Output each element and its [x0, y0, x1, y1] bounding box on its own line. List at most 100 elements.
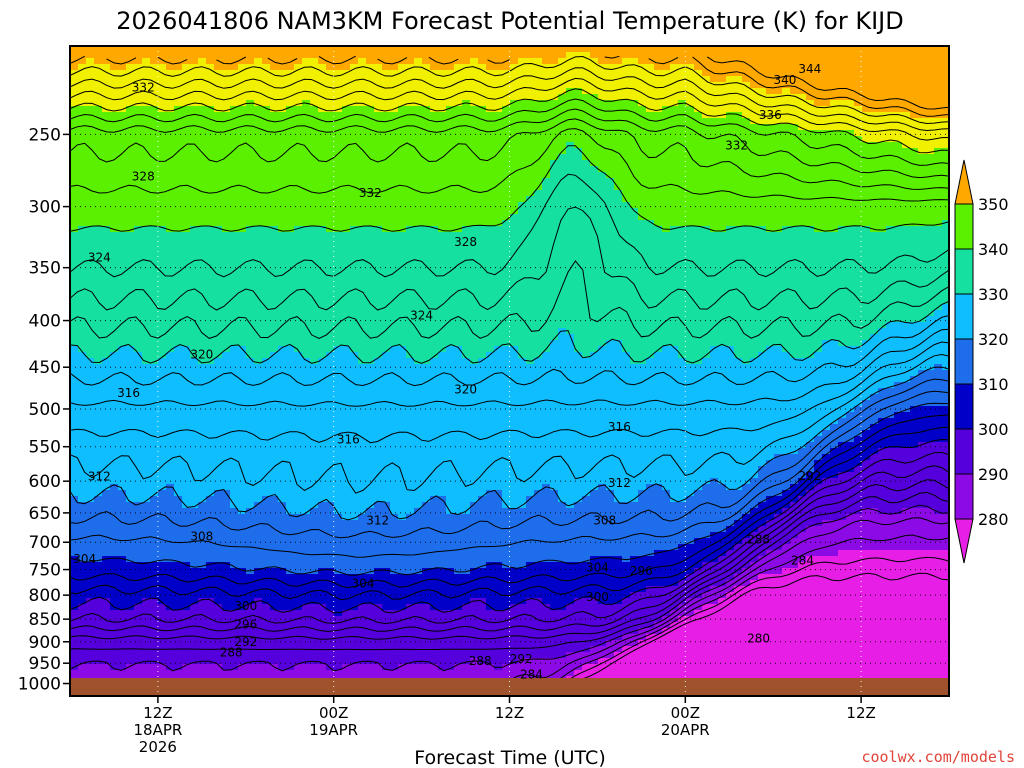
field-cell — [358, 430, 367, 437]
field-cell — [126, 226, 135, 233]
field-cell — [310, 52, 319, 59]
field-cell — [406, 652, 415, 659]
field-cell — [190, 274, 199, 281]
field-cell — [166, 640, 175, 647]
field-cell — [414, 46, 423, 53]
field-cell — [102, 448, 111, 455]
field-cell — [286, 190, 295, 197]
field-cell — [78, 556, 87, 563]
field-cell — [94, 394, 103, 401]
field-cell — [222, 310, 231, 317]
field-cell — [358, 274, 367, 281]
field-cell — [158, 202, 167, 209]
field-cell — [374, 142, 383, 149]
field-cell — [374, 592, 383, 599]
field-cell — [118, 622, 127, 629]
field-cell — [94, 292, 103, 299]
field-cell — [246, 286, 255, 293]
field-cell — [374, 52, 383, 59]
field-cell — [326, 322, 335, 329]
field-cell — [334, 466, 343, 473]
field-cell — [78, 154, 87, 161]
field-cell — [70, 94, 79, 101]
field-cell — [398, 568, 407, 575]
field-cell — [270, 484, 279, 491]
field-cell — [134, 358, 143, 365]
field-cell — [230, 52, 239, 59]
field-cell — [118, 328, 127, 335]
field-cell — [270, 604, 279, 611]
field-cell — [302, 124, 311, 131]
field-cell — [174, 376, 183, 383]
field-cell — [118, 112, 127, 119]
field-cell — [134, 190, 143, 197]
field-cell — [182, 592, 191, 599]
field-cell — [78, 448, 87, 455]
field-cell — [270, 112, 279, 119]
field-cell — [110, 124, 119, 131]
field-cell — [342, 364, 351, 371]
field-cell — [366, 634, 375, 641]
field-cell — [158, 208, 167, 215]
field-cell — [414, 268, 423, 275]
field-cell — [238, 208, 247, 215]
field-cell — [278, 202, 287, 209]
field-cell — [342, 466, 351, 473]
field-cell — [150, 388, 159, 395]
field-cell — [414, 454, 423, 461]
field-cell — [310, 178, 319, 185]
field-cell — [366, 466, 375, 473]
field-cell — [382, 580, 391, 587]
field-cell — [382, 124, 391, 131]
field-cell — [318, 394, 327, 401]
field-cell — [430, 214, 439, 221]
field-cell — [398, 88, 407, 95]
field-cell — [206, 520, 215, 527]
field-cell — [318, 406, 327, 413]
field-cell — [318, 76, 327, 83]
field-cell — [174, 604, 183, 611]
field-cell — [214, 256, 223, 263]
field-cell — [158, 244, 167, 251]
field-cell — [118, 322, 127, 329]
field-cell — [270, 346, 279, 353]
field-cell — [278, 328, 287, 335]
field-cell — [302, 238, 311, 245]
field-cell — [262, 436, 271, 443]
field-cell — [302, 526, 311, 533]
field-cell — [302, 430, 311, 437]
field-cell — [254, 478, 263, 485]
field-cell — [382, 232, 391, 239]
field-cell — [118, 304, 127, 311]
field-cell — [166, 58, 175, 65]
field-cell — [326, 388, 335, 395]
field-cell — [166, 334, 175, 341]
field-cell — [198, 316, 207, 323]
field-cell — [366, 154, 375, 161]
field-cell — [150, 340, 159, 347]
field-cell — [158, 280, 167, 287]
field-cell — [126, 508, 135, 515]
field-cell — [182, 634, 191, 641]
field-cell — [270, 142, 279, 149]
field-cell — [334, 130, 343, 137]
field-cell — [238, 412, 247, 419]
field-cell — [214, 514, 223, 521]
field-cell — [310, 604, 319, 611]
field-cell — [246, 94, 255, 101]
field-cell — [278, 430, 287, 437]
field-cell — [118, 250, 127, 257]
field-cell — [374, 328, 383, 335]
field-cell — [414, 532, 423, 539]
field-cell — [350, 214, 359, 221]
field-cell — [270, 466, 279, 473]
field-cell — [326, 208, 335, 215]
field-cell — [294, 640, 303, 647]
field-cell — [326, 472, 335, 479]
field-cell — [78, 322, 87, 329]
field-cell — [102, 562, 111, 569]
field-cell — [294, 328, 303, 335]
field-cell — [262, 568, 271, 575]
field-cell — [246, 562, 255, 569]
field-cell — [198, 508, 207, 515]
